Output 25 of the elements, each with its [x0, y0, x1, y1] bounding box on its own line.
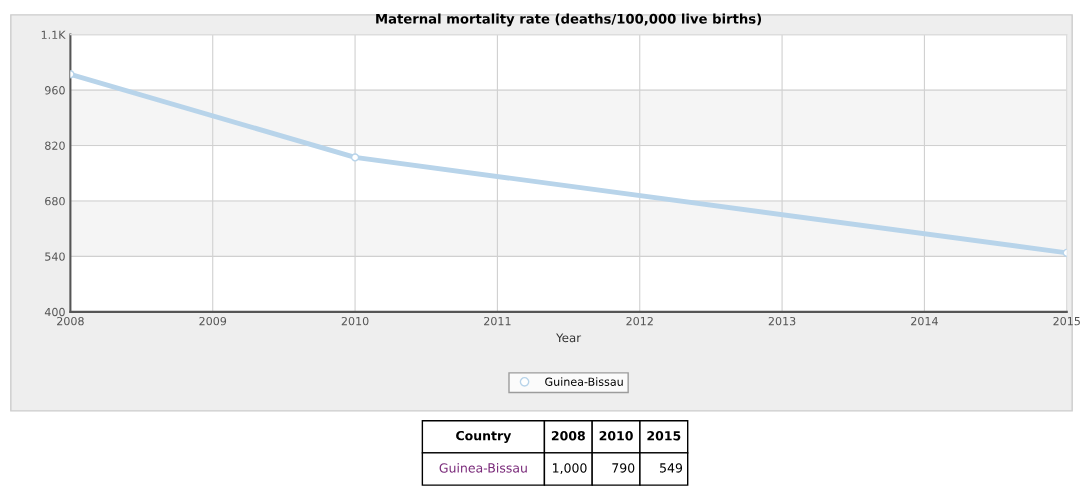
x-tick-label: 2009 — [199, 316, 227, 326]
text: 2010 — [599, 431, 633, 441]
y-tick-label: 680 — [45, 196, 65, 206]
legend-label: Guinea-Bissau — [545, 377, 623, 386]
y-tick-label: 400 — [44, 307, 65, 317]
x-tick-label: 2013 — [768, 316, 796, 326]
text: Guinea-Bissau — [439, 462, 527, 473]
x-tick-label: 2011 — [484, 316, 511, 326]
x-tick-label: 2014 — [911, 316, 938, 326]
y-tick-label: 820 — [45, 141, 65, 150]
chart-title: Maternal mortality rate (deaths/100,000 live births) — [376, 13, 762, 27]
x-tick-label: 2008 — [57, 316, 84, 326]
text: Country — [456, 430, 512, 443]
x-axis-title: Year — [556, 333, 582, 343]
text: 2008 — [551, 431, 585, 441]
text: 1,000 — [553, 463, 587, 474]
text: 790 — [612, 463, 635, 473]
text: 549 — [660, 463, 683, 473]
y-tick-label: 960 — [45, 86, 65, 95]
x-tick-label: 2010 — [341, 316, 369, 326]
y-tick-label: 540 — [45, 252, 65, 261]
text: 2015 — [647, 431, 681, 441]
x-tick-label: 2015 — [1053, 316, 1080, 326]
x-tick-label: 2012 — [626, 316, 653, 326]
y-tick-label: 1.1K — [41, 30, 66, 39]
